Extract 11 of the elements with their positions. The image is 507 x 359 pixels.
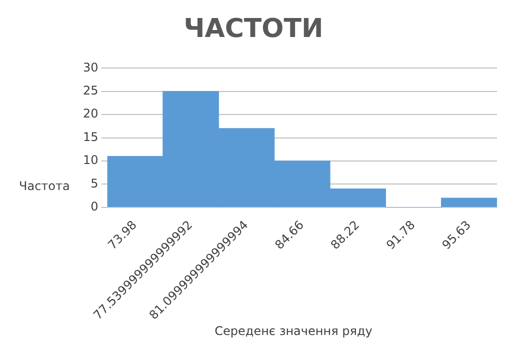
chart-title: ЧАСТОТИ bbox=[182, 14, 324, 44]
y-tick-label: 0 bbox=[90, 199, 98, 214]
y-tick-label: 5 bbox=[90, 176, 98, 190]
y-tick-label: 30 bbox=[82, 60, 98, 74]
y-tick-label: 20 bbox=[82, 106, 98, 121]
y-tick-label: 15 bbox=[82, 130, 98, 144]
y-tick-label: 25 bbox=[82, 84, 98, 98]
bar bbox=[440, 198, 497, 208]
y-axis-title: Частота bbox=[19, 179, 70, 193]
x-axis-title: Середенє значення ряду bbox=[214, 324, 374, 338]
y-tick-label: 10 bbox=[82, 153, 98, 168]
